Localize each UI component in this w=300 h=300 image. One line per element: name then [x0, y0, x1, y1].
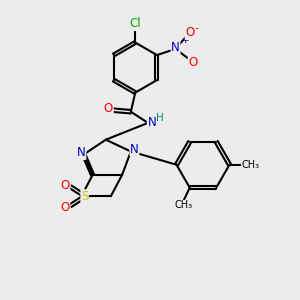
Text: H: H: [156, 112, 164, 123]
Text: N: N: [130, 142, 139, 156]
Text: CH₃: CH₃: [175, 200, 193, 210]
Text: Cl: Cl: [130, 17, 141, 31]
Text: CH₃: CH₃: [241, 160, 260, 170]
Text: N: N: [171, 41, 180, 54]
Text: O: O: [104, 102, 113, 115]
Text: O: O: [188, 56, 197, 69]
Text: -: -: [195, 23, 199, 33]
Text: N: N: [77, 146, 86, 159]
Text: O: O: [185, 26, 195, 40]
Text: O: O: [61, 178, 70, 191]
Text: N: N: [147, 116, 156, 129]
Text: O: O: [61, 201, 70, 214]
Text: S: S: [81, 190, 88, 203]
Text: +: +: [181, 36, 188, 45]
